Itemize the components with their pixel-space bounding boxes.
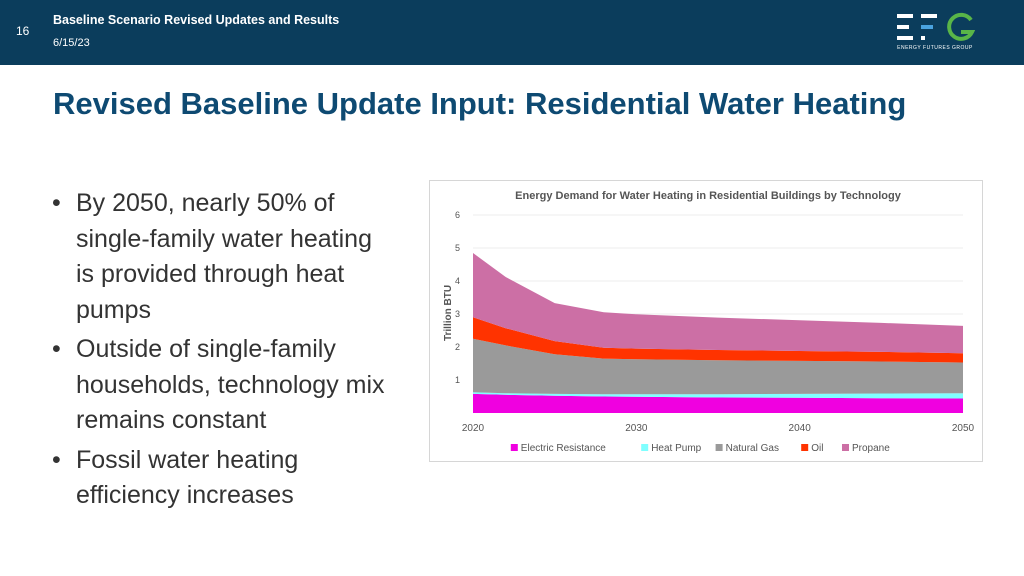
bullet-dot-icon: •: [52, 445, 61, 474]
legend-label: Propane: [852, 443, 890, 454]
legend-label: Heat Pump: [651, 443, 701, 454]
header-title: Baseline Scenario Revised Updates and Re…: [53, 13, 340, 27]
legend-swatch: [510, 444, 518, 451]
area-electric-resistance: [473, 393, 963, 413]
y-tick-label: 1: [455, 375, 460, 385]
bullet-dot-icon: •: [52, 189, 61, 217]
slide-header: 16 Baseline Scenario Revised Updates and…: [0, 0, 1024, 65]
legend-label: Natural Gas: [726, 443, 779, 454]
area-natural-gas: [473, 338, 963, 395]
legend-label: Oil: [811, 443, 823, 454]
y-tick-label: 5: [455, 243, 460, 253]
x-tick-label: 2050: [952, 423, 975, 434]
y-tick-label: 4: [455, 276, 460, 286]
legend-swatch: [641, 444, 649, 451]
logo-caption: ENERGY FUTURES GROUP: [897, 45, 973, 51]
stacked-area-chart: Energy Demand for Water Heating in Resid…: [443, 190, 975, 454]
x-tick-label: 2030: [625, 423, 648, 434]
slide-number: 16: [16, 24, 30, 38]
header-date: 6/15/23: [53, 37, 90, 49]
y-tick-label: 6: [455, 210, 460, 220]
legend-swatch: [842, 444, 849, 451]
bullet-dot-icon: •: [52, 335, 61, 363]
page-title: Revised Baseline Update Input: Residenti…: [53, 86, 907, 121]
x-tick-label: 2020: [462, 423, 485, 434]
legend-swatch: [801, 444, 809, 451]
chart-panel: Energy Demand for Water Heating in Resid…: [429, 180, 983, 462]
area-oil: [473, 317, 963, 363]
bullet-item: • By 2050, nearly 50% of single-family wa…: [52, 186, 392, 328]
bullet-item: • Fossil water heating efficiency increas…: [52, 443, 392, 514]
legend-swatch: [715, 444, 723, 451]
chart-title: Energy Demand for Water Heating in Resid…: [515, 190, 902, 202]
efg-logo: ENERGY FUTURES GROUP: [893, 12, 977, 54]
bullet-text: By 2050, nearly 50% of single-family wat…: [76, 189, 372, 324]
x-tick-label: 2040: [789, 423, 812, 434]
y-tick-label: 2: [455, 342, 460, 352]
bullet-text: Fossil water heating efficiency increase…: [76, 445, 299, 510]
y-tick-label: 3: [455, 309, 460, 319]
bullet-list: • By 2050, nearly 50% of single-family wa…: [52, 186, 392, 518]
area-heat-pump: [473, 392, 963, 399]
area-propane: [473, 253, 963, 354]
y-axis-label: Trillion BTU: [443, 285, 454, 341]
bullet-text: Outside of single-family households, tec…: [76, 335, 385, 434]
bullet-item: • Outside of single-family households, te…: [52, 332, 392, 439]
legend-label: Electric Resistance: [521, 443, 606, 454]
efg-logo-mark-icon: [897, 12, 975, 41]
